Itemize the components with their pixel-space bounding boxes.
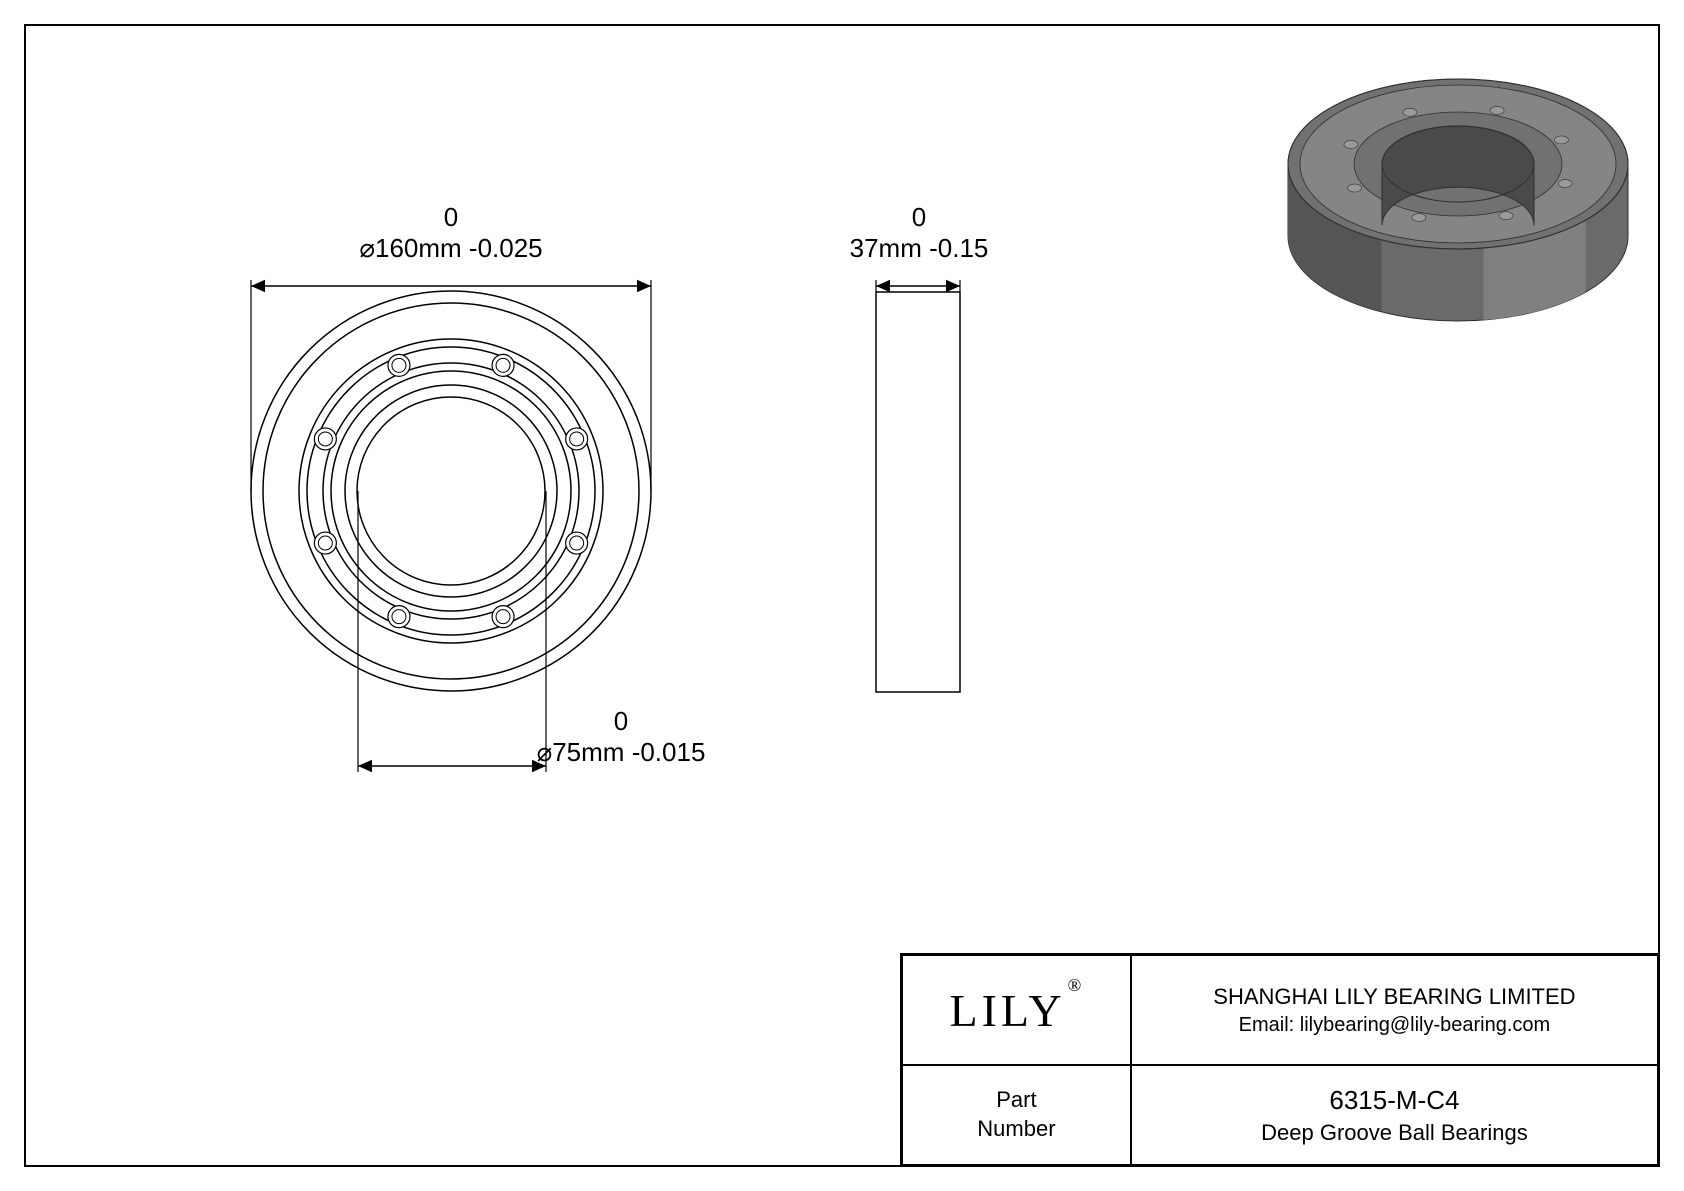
company-email: Email: lilybearing@lily-bearing.com bbox=[1239, 1014, 1551, 1037]
company-name: SHANGHAI LILY BEARING LIMITED bbox=[1213, 984, 1575, 1010]
part-number: 6315-M-C4 bbox=[1329, 1085, 1459, 1116]
logo-text: LILY® bbox=[950, 984, 1084, 1037]
part-label-cell: Part Number bbox=[902, 1065, 1131, 1165]
title-block-row-2: Part Number 6315-M-C4 Deep Groove Ball B… bbox=[902, 1065, 1658, 1165]
part-value-cell: 6315-M-C4 Deep Groove Ball Bearings bbox=[1131, 1065, 1658, 1165]
isometric-view-svg bbox=[1228, 34, 1648, 374]
drawing-area: 0 ⌀160mm -0.025 0 37mm -0.15 0 ⌀75mm -0.… bbox=[26, 26, 1658, 1165]
registered-icon: ® bbox=[1068, 975, 1086, 995]
part-label-line2: Number bbox=[977, 1115, 1055, 1144]
part-label-line1: Part bbox=[996, 1086, 1036, 1115]
title-block: LILY® SHANGHAI LILY BEARING LIMITED Emai… bbox=[900, 953, 1660, 1167]
drawing-frame: 0 ⌀160mm -0.025 0 37mm -0.15 0 ⌀75mm -0.… bbox=[24, 24, 1660, 1167]
logo-name: LILY bbox=[950, 985, 1066, 1036]
logo-cell: LILY® bbox=[902, 955, 1131, 1065]
company-cell: SHANGHAI LILY BEARING LIMITED Email: lil… bbox=[1131, 955, 1658, 1065]
part-description: Deep Groove Ball Bearings bbox=[1261, 1120, 1528, 1146]
title-block-row-1: LILY® SHANGHAI LILY BEARING LIMITED Emai… bbox=[902, 955, 1658, 1065]
